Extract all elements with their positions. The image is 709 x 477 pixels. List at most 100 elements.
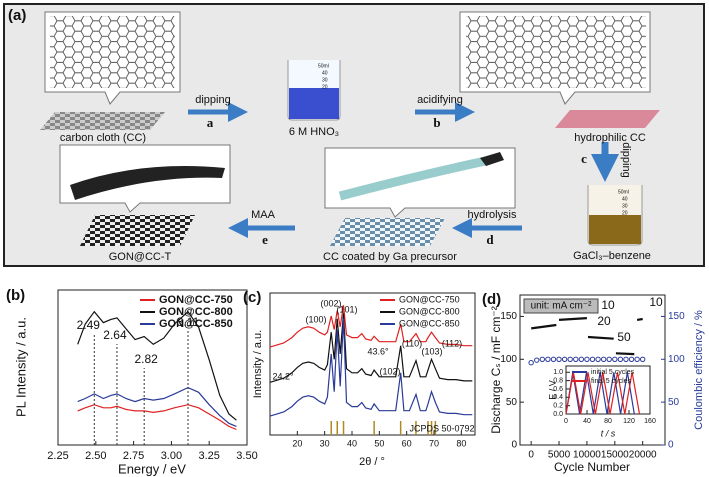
beaker-mark: 40 <box>322 70 328 76</box>
data-line <box>77 310 237 421</box>
step-letter: d <box>486 232 494 247</box>
fiber-tip <box>480 152 504 166</box>
data-line <box>77 386 237 427</box>
y-tick-label: 0.8 <box>553 377 563 384</box>
y-axis-label: Intensity / a.u. <box>252 330 264 398</box>
x-tick-label: 0 <box>528 450 534 461</box>
data-point <box>528 360 534 366</box>
x-tick-label: 3.50 <box>236 450 257 462</box>
unit-label: unit: mA cm⁻² <box>531 301 593 312</box>
beaker-mark: 50ml <box>618 189 629 195</box>
peak-label: (102) <box>379 366 400 376</box>
x-tick-label: 3.00 <box>161 450 182 462</box>
carbon-cloth <box>40 112 165 130</box>
x-tick-label: 80 <box>604 418 612 425</box>
step-letter: c <box>581 151 587 166</box>
peak-label: 3.11 <box>177 315 200 329</box>
rate-label: 20 <box>597 314 611 328</box>
plot-frame <box>269 292 476 436</box>
x-tick-label: 20000 <box>629 450 657 461</box>
data-point <box>556 356 562 362</box>
step-action: hydrolysis <box>468 209 517 221</box>
y2-tick-label: 50 <box>668 397 680 408</box>
gon-cloth <box>80 215 195 246</box>
x-tick-label: 60 <box>402 438 412 448</box>
step-action: dipping <box>195 94 230 106</box>
data-point <box>534 357 540 363</box>
peak-label: (002) <box>320 298 341 308</box>
y-axis-label: Discharge Cₛ / mF cm⁻² <box>489 306 503 434</box>
beaker-mark: 30 <box>622 203 628 209</box>
data-point <box>545 356 551 362</box>
data-point <box>584 356 590 362</box>
data-point <box>567 356 573 362</box>
fiber <box>338 155 491 201</box>
x-tick-label: 5000 <box>548 450 571 461</box>
data-point <box>595 356 601 362</box>
peak-label: 24.2° <box>272 371 294 381</box>
x-axis-label: t / s <box>601 428 616 438</box>
rate-label: 10 <box>601 298 615 312</box>
step-action: MAA <box>251 209 276 221</box>
beaker-mark: 40 <box>622 196 628 202</box>
hydrophilic-cloth <box>555 110 660 128</box>
data-line <box>531 317 643 356</box>
x-tick-label: 40 <box>347 438 357 448</box>
x-tick-label: 2.25 <box>47 450 68 462</box>
legend-label: GON@CC-850 <box>159 318 233 330</box>
x-tick-label: 80 <box>456 438 466 448</box>
unit-box <box>523 298 599 314</box>
data-point <box>539 356 546 362</box>
plot-frame <box>57 289 248 446</box>
x-tick-label: 2.75 <box>123 450 144 462</box>
legend-label: GON@CC-750 <box>399 294 460 304</box>
data-point <box>589 356 596 362</box>
y-tick-label: 150 <box>500 311 517 322</box>
data-point <box>578 356 585 362</box>
step-letter: e <box>262 232 268 247</box>
peak-label: 43.6° <box>367 346 389 356</box>
y-tick-label: 0.0 <box>553 411 563 418</box>
panel-label: (d) <box>482 291 501 308</box>
x-tick-label: 50 <box>374 438 384 448</box>
x-tick-label: 20 <box>292 438 302 448</box>
label: CC coated by Ga precursor <box>323 251 457 263</box>
data-line <box>269 305 473 348</box>
x-axis-label: Energy / eV <box>118 461 186 476</box>
y-tick-label: 100 <box>500 354 517 365</box>
beaker-mark: 20 <box>322 84 328 90</box>
peak-label: 2.82 <box>135 352 159 366</box>
beaker-scale: 50ml 40 30 20 50ml 40 30 20 <box>318 63 629 216</box>
x-tick-label: 0 <box>564 418 568 425</box>
data-point <box>628 356 635 362</box>
step-action: acidifying <box>417 94 463 106</box>
y-axis-label: PL Intensity / a.u. <box>13 317 28 417</box>
data-line <box>269 313 473 383</box>
peak-label: (110) <box>402 338 422 348</box>
reference-label: JCPDS 50-0792 <box>409 423 474 433</box>
beaker-mark: 20 <box>622 210 628 216</box>
x-axis-label: Cycle Number <box>554 460 630 474</box>
label: GON@CC-T <box>109 251 172 263</box>
panel-label: (c) <box>243 289 261 306</box>
legend-label: GON@CC-800 <box>159 306 233 318</box>
peak-label: (100) <box>305 314 326 324</box>
x-tick-label: 40 <box>583 418 591 425</box>
y2-axis-label: Coulombic efficiency / % <box>693 310 705 430</box>
peak-label: (101) <box>336 304 357 314</box>
data-line <box>269 318 473 417</box>
x-tick-label: 120 <box>623 418 635 425</box>
data-point <box>550 356 557 362</box>
data-point <box>612 356 618 362</box>
panel-a: (a) carbon cloth (CC) dipping a 6 M HNO₃… <box>3 3 705 267</box>
x-tick-label: 3.25 <box>198 450 219 462</box>
legend-label: initial 5 cycles <box>591 369 635 376</box>
x-tick-label: 70 <box>429 438 439 448</box>
x-tick-label: 30 <box>320 438 330 448</box>
label: carbon cloth (CC) <box>60 132 146 144</box>
data-line <box>565 372 641 415</box>
x-tick-label: 2.50 <box>85 450 106 462</box>
peak-label: 2.49 <box>77 318 101 332</box>
